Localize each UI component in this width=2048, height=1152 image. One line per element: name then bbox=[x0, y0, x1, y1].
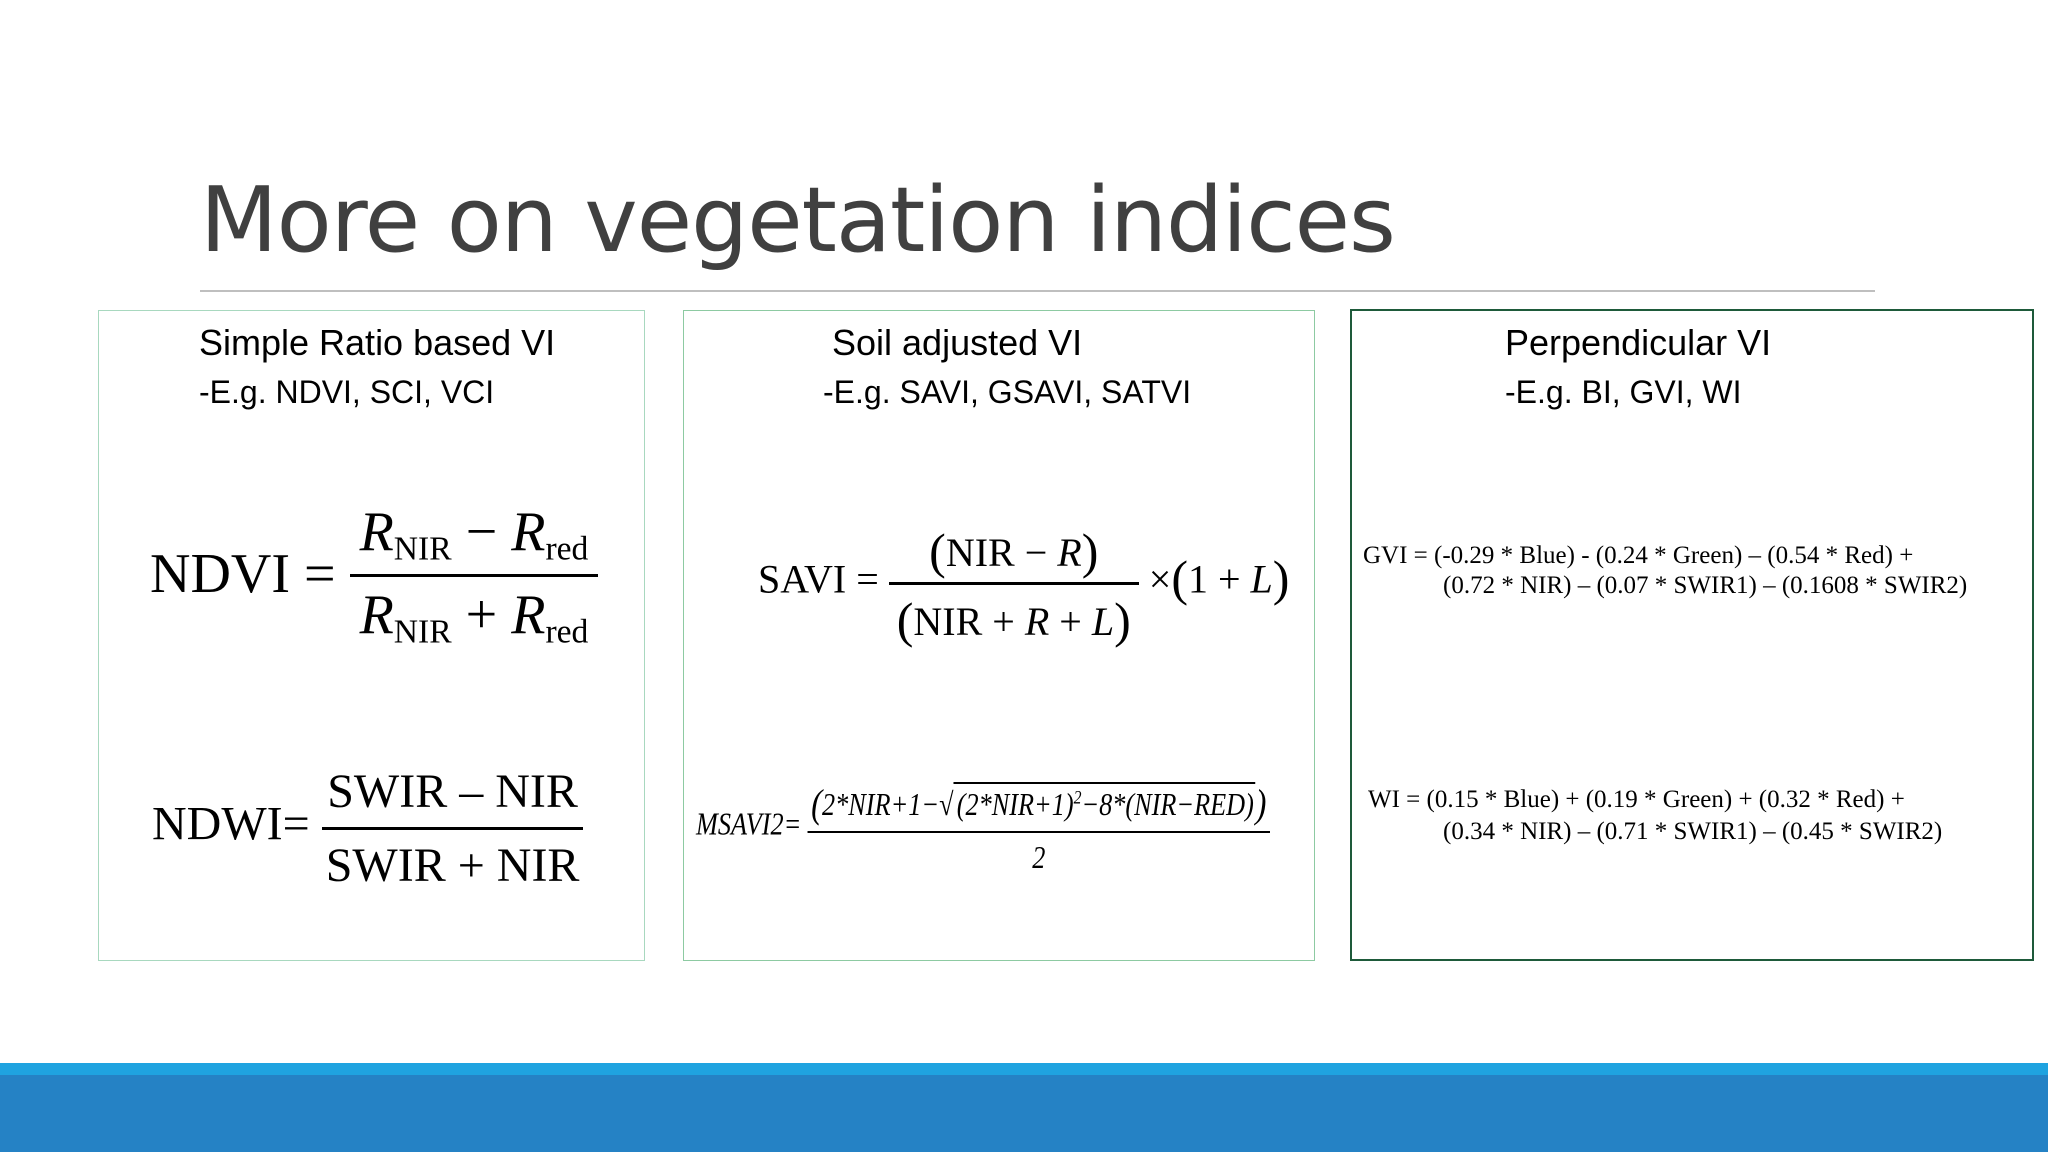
gvi-equation-line1: GVI = (-0.29 * Blue) - (0.24 * Green) – … bbox=[1363, 542, 1914, 569]
ndwi-numerator: SWIR – NIR bbox=[321, 764, 584, 830]
panel-examples-perpendicular: -E.g. BI, GVI, WI bbox=[1505, 374, 1742, 410]
savi-times: × bbox=[1148, 556, 1172, 602]
ndwi-equals: = bbox=[282, 797, 310, 851]
ndvi-equation: NDVI = RNIR − Rred RNIR + Rred bbox=[150, 500, 599, 658]
title-divider bbox=[200, 290, 1875, 292]
ndvi-numerator: RNIR − Rred bbox=[349, 500, 599, 578]
panel-heading-simple-ratio: Simple Ratio based VI bbox=[199, 322, 556, 363]
panel-examples-simple-ratio: -E.g. NDVI, SCI, VCI bbox=[199, 374, 495, 410]
ndvi-equals: = bbox=[303, 542, 336, 605]
page-title: More on vegetation indices bbox=[200, 168, 1396, 273]
footer-bar bbox=[0, 1075, 2048, 1152]
savi-lhs: SAVI bbox=[758, 556, 847, 602]
panel-heading-soil-adjusted: Soil adjusted VI bbox=[832, 322, 1083, 363]
ndwi-lhs: NDWI bbox=[152, 797, 283, 851]
msavi2-lhs: MSAVI2 bbox=[696, 805, 784, 842]
wi-equation-line1: WI = (0.15 * Blue) + (0.19 * Green) + (0… bbox=[1368, 786, 1905, 813]
msavi2-equals: = bbox=[783, 805, 802, 842]
msavi2-fraction: (2*NIR+1−√ (2*NIR+1)2−8*(NIR−RED)) 2 bbox=[807, 778, 1270, 876]
ndwi-denominator: SWIR + NIR bbox=[325, 839, 580, 892]
msavi2-denominator: 2 bbox=[1032, 839, 1046, 875]
savi-equation: SAVI = (NIR − R) (NIR + R + L) ×(1 + L) bbox=[758, 520, 1289, 648]
panel-simple-ratio bbox=[98, 310, 645, 961]
gvi-equation-line2: (0.72 * NIR) – (0.07 * SWIR1) – (0.1608 … bbox=[1443, 572, 1968, 599]
ndvi-fraction: RNIR − Rred RNIR + Rred bbox=[349, 500, 599, 658]
msavi2-equation: MSAVI2= (2*NIR+1−√ (2*NIR+1)2−8*(NIR−RED)… bbox=[696, 778, 1270, 876]
panel-examples-soil-adjusted: -E.g. SAVI, GSAVI, SATVI bbox=[823, 374, 1192, 410]
panel-perpendicular bbox=[1350, 309, 2034, 961]
ndwi-equation: NDWI= SWIR – NIR SWIR + NIR bbox=[152, 764, 584, 893]
msavi2-numerator: (2*NIR+1−√ (2*NIR+1)2−8*(NIR−RED)) bbox=[807, 778, 1270, 833]
panel-heading-perpendicular: Perpendicular VI bbox=[1505, 322, 1772, 363]
savi-fraction: (NIR − R) (NIR + R + L) bbox=[888, 520, 1139, 648]
savi-denominator: (NIR + R + L) bbox=[896, 592, 1131, 648]
ndwi-fraction: SWIR – NIR SWIR + NIR bbox=[321, 764, 584, 893]
ndvi-denominator: RNIR + Rred bbox=[359, 584, 589, 651]
footer-accent-bar bbox=[0, 1063, 2048, 1075]
savi-numerator: (NIR − R) bbox=[888, 520, 1139, 585]
ndvi-lhs: NDVI bbox=[150, 542, 290, 605]
wi-equation-line2: (0.34 * NIR) – (0.71 * SWIR1) – (0.45 * … bbox=[1443, 818, 1943, 845]
panel-soil-adjusted bbox=[683, 310, 1315, 961]
savi-equals: = bbox=[856, 556, 879, 602]
